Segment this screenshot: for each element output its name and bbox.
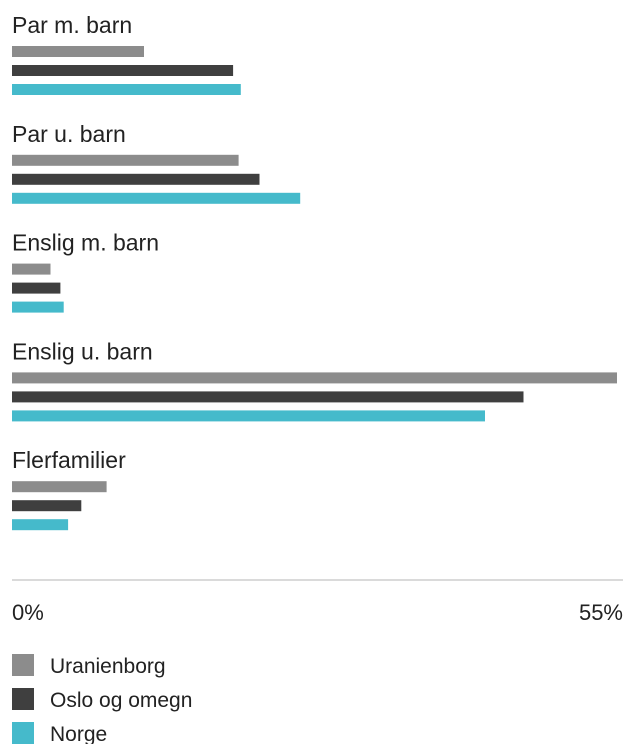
bar (12, 301, 64, 313)
bar (12, 84, 241, 95)
bar (12, 410, 485, 422)
x-tick-min: 0% (12, 600, 44, 625)
legend: Uranienborg Oslo og omegn Norge (12, 654, 192, 744)
bar (12, 481, 107, 493)
bar (12, 263, 51, 275)
category-label: Flerfamilier (12, 447, 126, 473)
legend-swatch (12, 688, 34, 710)
legend-label: Norge (50, 723, 107, 744)
bar (12, 372, 617, 384)
bar (12, 192, 301, 204)
legend-label: Uranienborg (50, 655, 166, 678)
x-tick-max: 55% (579, 600, 623, 625)
category-label: Par m. barn (12, 12, 132, 38)
bar (12, 46, 144, 57)
bar (12, 154, 239, 166)
category-label: Enslig m. barn (12, 230, 159, 256)
legend-swatch (12, 722, 34, 744)
bar (12, 500, 82, 512)
legend-swatch (12, 654, 34, 676)
bar (12, 282, 61, 294)
bar (12, 519, 69, 531)
bars-layer: Par m. barn Par u. barn Enslig m. barn Ensl… (12, 12, 617, 531)
legend-label: Oslo og omegn (50, 689, 192, 712)
bar (12, 65, 234, 76)
category-label: Enslig u. barn (12, 338, 153, 364)
bar (12, 391, 524, 403)
bar (12, 173, 260, 185)
category-label: Par u. barn (12, 121, 126, 147)
